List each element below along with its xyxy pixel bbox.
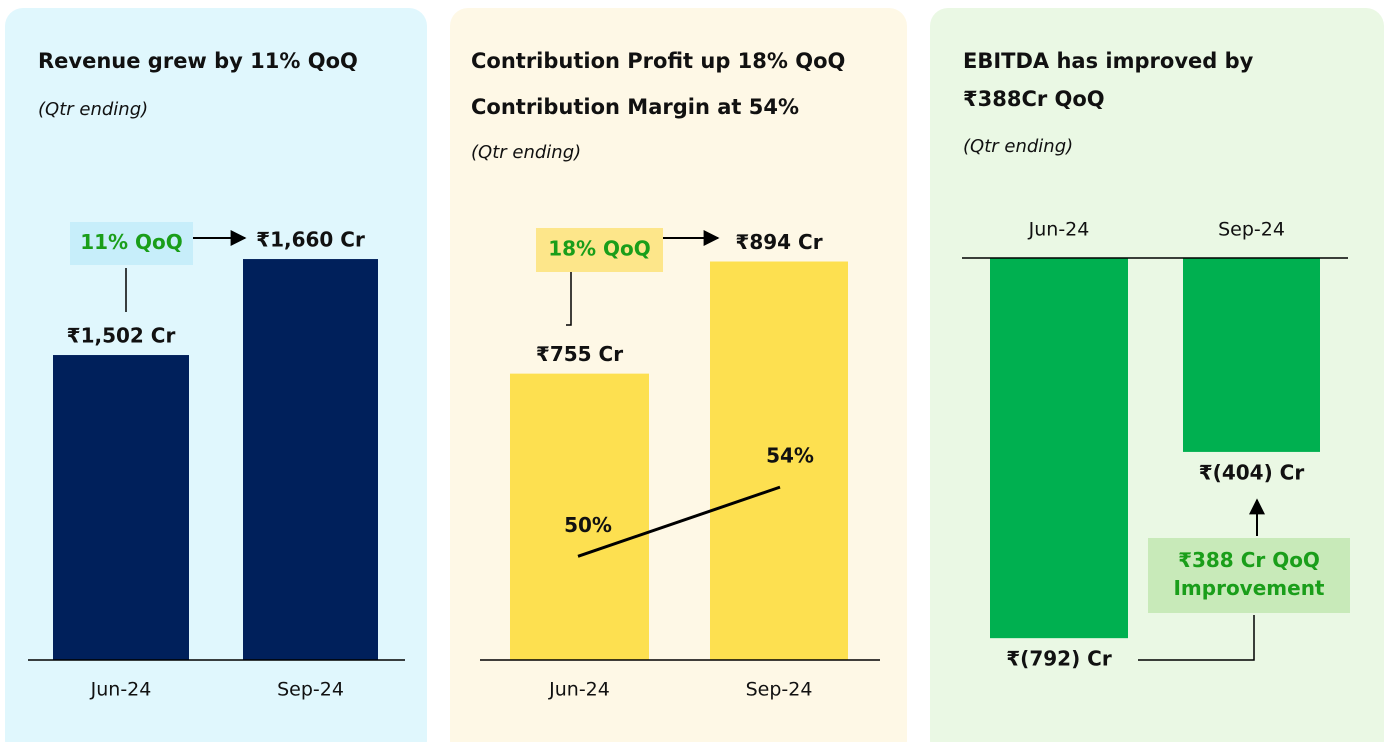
annotation: ₹388 Cr QoQ bbox=[1178, 548, 1320, 572]
category-label: Jun-24 bbox=[548, 679, 610, 701]
category-label: Jun-24 bbox=[90, 679, 152, 701]
panel-title: Contribution Profit up 18% QoQ bbox=[471, 49, 845, 73]
annotation-box bbox=[536, 228, 663, 272]
panel-note: (Qtr ending) bbox=[471, 142, 581, 163]
annotation-box bbox=[70, 222, 193, 265]
bar bbox=[710, 261, 848, 660]
value-label: ₹(792) Cr bbox=[1006, 647, 1112, 671]
annotation: 11% QoQ bbox=[80, 230, 183, 254]
panel-note: (Qtr ending) bbox=[963, 136, 1073, 157]
panel-title: EBITDA has improved by bbox=[963, 49, 1254, 73]
value-label: ₹894 Cr bbox=[735, 230, 822, 254]
connector bbox=[1138, 615, 1255, 661]
panel-title: ₹388Cr QoQ bbox=[963, 87, 1105, 111]
bar bbox=[243, 259, 378, 660]
annotation: 18% QoQ bbox=[548, 237, 651, 261]
connector bbox=[566, 272, 572, 326]
annotation: Improvement bbox=[1173, 576, 1324, 600]
bar bbox=[510, 373, 649, 660]
bar bbox=[1183, 258, 1320, 452]
value-label: ₹755 Cr bbox=[536, 342, 623, 366]
bar bbox=[53, 355, 189, 660]
panel-title: Revenue grew by 11% QoQ bbox=[38, 49, 358, 73]
panel-note: (Qtr ending) bbox=[38, 99, 148, 120]
margin-label: 54% bbox=[766, 444, 814, 468]
bar bbox=[990, 258, 1128, 639]
category-label: Sep-24 bbox=[746, 679, 813, 701]
panel-title: Contribution Margin at 54% bbox=[471, 95, 799, 119]
category-label: Jun-24 bbox=[1028, 219, 1090, 241]
annotation-box bbox=[1148, 538, 1350, 613]
category-label: Sep-24 bbox=[1218, 219, 1285, 241]
category-label: Sep-24 bbox=[277, 679, 344, 701]
value-label: ₹(404) Cr bbox=[1199, 460, 1305, 484]
value-label: ₹1,502 Cr bbox=[67, 324, 176, 348]
value-label: ₹1,660 Cr bbox=[256, 228, 365, 252]
margin-label: 50% bbox=[564, 513, 612, 537]
margin-line bbox=[577, 485, 781, 558]
